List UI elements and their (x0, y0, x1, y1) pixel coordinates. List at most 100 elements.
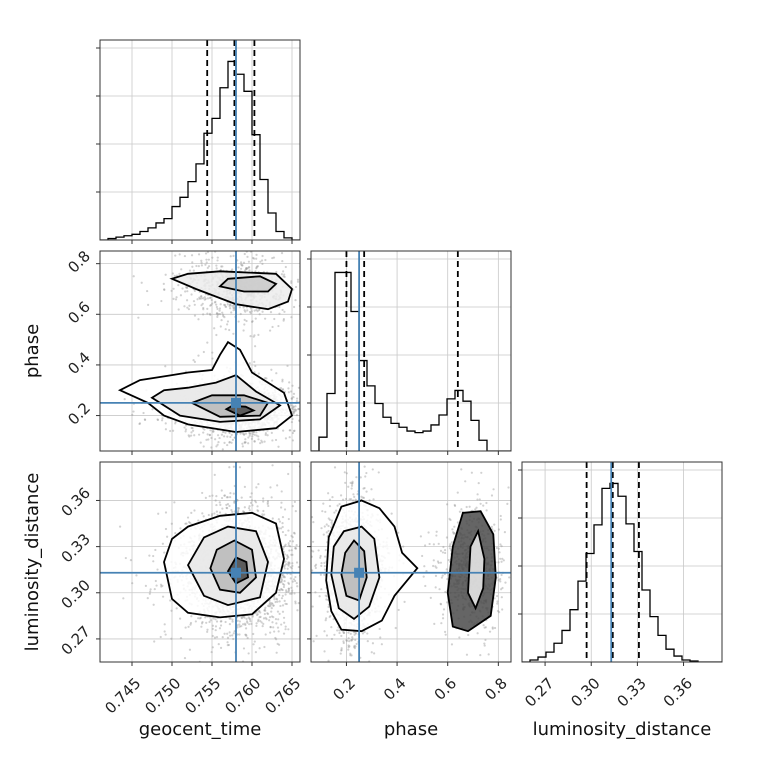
sample-point (242, 510, 245, 513)
sample-point (149, 588, 152, 591)
sample-point (263, 440, 266, 443)
sample-point (284, 602, 287, 605)
sample-point (264, 432, 267, 435)
sample-point (202, 515, 205, 518)
sample-point (242, 329, 245, 332)
sample-point (164, 428, 167, 431)
sample-point (214, 618, 217, 621)
sample-point (259, 442, 262, 445)
sample-point (224, 620, 227, 624)
sample-point (313, 416, 315, 418)
sample-point (229, 435, 232, 439)
sample-point (264, 258, 267, 262)
sample-point (277, 588, 281, 592)
sample-point (174, 420, 177, 423)
sample-point (208, 495, 211, 498)
sample-point (302, 564, 304, 566)
sample-point (203, 296, 206, 299)
sample-point (248, 617, 251, 620)
sample-point (284, 265, 287, 269)
sample-point (253, 433, 256, 436)
sample-point (277, 445, 280, 448)
sample-point (294, 579, 297, 583)
sample-point (180, 268, 183, 271)
sample-point (202, 453, 204, 455)
histogram-panel-phase (307, 250, 512, 455)
sample-point (287, 587, 291, 590)
sample-point (253, 360, 256, 363)
sample-point (204, 616, 207, 619)
sample-point (189, 621, 193, 625)
sample-point (266, 612, 270, 616)
sample-point (163, 630, 166, 633)
sample-point (263, 645, 266, 649)
sample-point (214, 499, 217, 502)
sample-point (179, 294, 183, 297)
sample-point (249, 495, 252, 499)
sample-point (280, 588, 284, 591)
sample-point (285, 563, 288, 566)
sample-point (198, 617, 202, 620)
sample-point (291, 384, 294, 387)
sample-point (250, 622, 253, 626)
sample-point (247, 266, 250, 269)
sample-point (174, 532, 177, 535)
sample-point (294, 410, 297, 413)
sample-point (190, 254, 194, 257)
sample-point (260, 259, 264, 262)
sample-point (233, 501, 236, 504)
sample-point (255, 613, 259, 617)
sample-point (211, 627, 214, 631)
sample-point (215, 510, 218, 513)
sample-point (258, 456, 260, 458)
sample-point (281, 378, 284, 381)
sample-point (306, 281, 308, 283)
sample-point (206, 312, 209, 315)
sample-point (282, 576, 285, 579)
sample-point (262, 509, 265, 513)
sample-point (216, 259, 219, 262)
sample-point (267, 504, 270, 508)
sample-point (205, 438, 208, 441)
sample-point (243, 441, 246, 444)
sample-point (233, 666, 235, 668)
sample-point (259, 620, 262, 623)
sample-point (232, 309, 235, 312)
sample-point (294, 405, 297, 408)
sample-point (218, 312, 222, 316)
sample-point (255, 266, 258, 269)
sample-point (304, 658, 306, 660)
sample-point (251, 504, 254, 507)
sample-point (233, 456, 235, 458)
sample-point (231, 510, 234, 513)
sample-point (289, 540, 292, 543)
sample-point (294, 408, 297, 411)
sample-point (287, 387, 290, 390)
sample-point (243, 622, 247, 625)
sample-point (231, 438, 234, 441)
sample-point (291, 540, 295, 543)
sample-point (291, 553, 294, 556)
sample-point (292, 531, 296, 535)
sample-point (197, 318, 200, 321)
sample-point (306, 380, 308, 382)
sample-point (291, 564, 294, 568)
sample-point (218, 436, 221, 440)
sample-point (311, 480, 313, 482)
sample-point (291, 431, 295, 435)
sample-point (311, 286, 313, 288)
sample-point (278, 520, 282, 523)
sample-point (240, 616, 243, 619)
sample-point (283, 576, 286, 579)
sample-point (281, 308, 284, 312)
sample-point (255, 434, 258, 437)
sample-point (269, 605, 272, 608)
sample-point (213, 327, 216, 330)
sample-point (188, 648, 192, 651)
sample-point (280, 501, 283, 504)
density-fill (220, 276, 276, 292)
sample-point (288, 436, 291, 439)
sample-point (288, 562, 291, 565)
sample-point (202, 297, 205, 300)
sample-point (316, 585, 318, 587)
